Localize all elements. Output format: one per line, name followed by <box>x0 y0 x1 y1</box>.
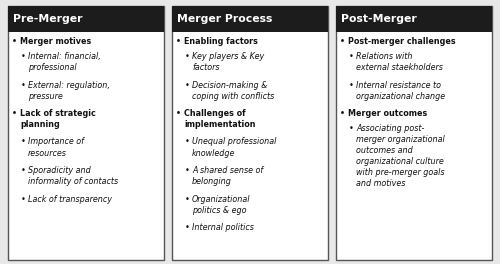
Text: •: • <box>21 138 26 147</box>
Text: Merger Process: Merger Process <box>177 14 272 24</box>
Text: Merger motives: Merger motives <box>20 37 91 46</box>
Bar <box>8 6 164 32</box>
Text: Associating post-
merger organizational
outcomes and
organizational culture
with: Associating post- merger organizational … <box>356 124 445 188</box>
Text: •: • <box>21 52 26 61</box>
Text: External: regulation,
pressure: External: regulation, pressure <box>28 81 110 101</box>
Text: •: • <box>349 124 354 133</box>
Text: •: • <box>340 109 345 118</box>
Text: •: • <box>12 37 17 46</box>
Text: Enabling factors: Enabling factors <box>184 37 258 46</box>
Text: Internal: financial,
professional: Internal: financial, professional <box>28 52 101 72</box>
Text: •: • <box>185 138 190 147</box>
Text: Pre-Merger: Pre-Merger <box>13 14 82 24</box>
Bar <box>336 6 492 32</box>
Text: Importance of
resources: Importance of resources <box>28 138 84 158</box>
Text: •: • <box>185 195 190 204</box>
Text: •: • <box>21 166 26 175</box>
Text: •: • <box>185 81 190 89</box>
Text: •: • <box>185 166 190 175</box>
Text: Organizational
politics & ego: Organizational politics & ego <box>192 195 250 215</box>
Text: Internal resistance to
organizational change: Internal resistance to organizational ch… <box>356 81 445 101</box>
Text: Merger outcomes: Merger outcomes <box>348 109 427 118</box>
Text: •: • <box>176 37 181 46</box>
Bar <box>8 6 164 260</box>
Text: Decision-making &
coping with conflicts: Decision-making & coping with conflicts <box>192 81 274 101</box>
Text: •: • <box>349 81 354 89</box>
Text: •: • <box>21 81 26 89</box>
Text: Key players & Key
factors: Key players & Key factors <box>192 52 264 72</box>
Text: Challenges of
implementation: Challenges of implementation <box>184 109 256 129</box>
Text: •: • <box>185 52 190 61</box>
Text: Internal politics: Internal politics <box>192 223 254 232</box>
Text: Post-merger challenges: Post-merger challenges <box>348 37 456 46</box>
Text: •: • <box>349 52 354 61</box>
Text: Relations with
external staekholders: Relations with external staekholders <box>356 52 443 72</box>
Bar <box>336 6 492 260</box>
Text: Post-Merger: Post-Merger <box>341 14 417 24</box>
Text: •: • <box>185 223 190 232</box>
Bar <box>172 6 328 32</box>
Text: •: • <box>176 109 181 118</box>
Bar <box>172 6 328 260</box>
Text: Lack of transparency: Lack of transparency <box>28 195 112 204</box>
Text: •: • <box>12 109 17 118</box>
Text: •: • <box>21 195 26 204</box>
Text: Lack of strategic
planning: Lack of strategic planning <box>20 109 96 129</box>
Text: Sporadicity and
informality of contacts: Sporadicity and informality of contacts <box>28 166 118 186</box>
Text: •: • <box>340 37 345 46</box>
Text: A shared sense of
belonging: A shared sense of belonging <box>192 166 263 186</box>
Text: Unequal professional
knowledge: Unequal professional knowledge <box>192 138 276 158</box>
